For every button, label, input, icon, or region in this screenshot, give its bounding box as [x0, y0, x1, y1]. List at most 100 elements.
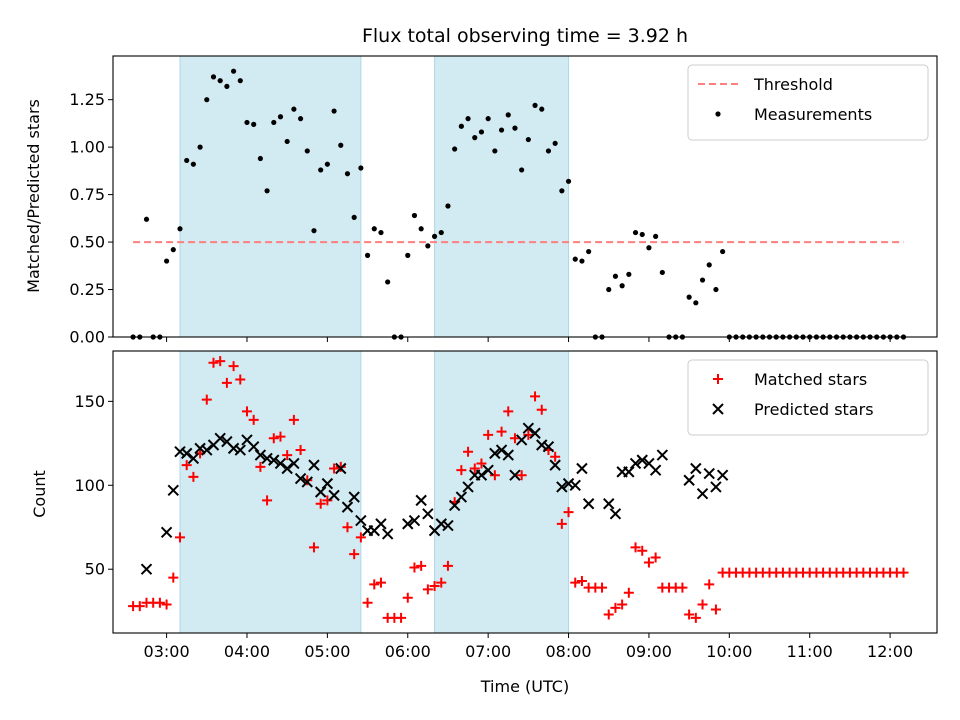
measurement-point: [639, 231, 645, 238]
top-shaded-interval: [434, 55, 570, 338]
measurement-point: [505, 112, 511, 118]
measurement-point: [552, 140, 558, 146]
predicted-star-point: [569, 479, 581, 491]
x-tick-label: 08:00: [545, 642, 591, 661]
measurement-point: [318, 167, 324, 173]
measurement-point: [184, 157, 190, 164]
bottom-series-predicted-stars: [140, 422, 729, 575]
x-tick-label: 06:00: [385, 642, 431, 661]
predicted-star-point: [629, 457, 642, 470]
matched-star-point: [174, 532, 185, 543]
measurement-point: [693, 300, 699, 306]
matched-star-point: [268, 433, 279, 444]
measurement-point: [237, 78, 243, 84]
predicted-star-point: [422, 508, 434, 520]
predicted-star-point: [268, 454, 280, 466]
measurement-point: [284, 138, 290, 145]
predicted-star-point: [448, 499, 461, 512]
matched-star-point: [329, 463, 340, 474]
predicted-star-point: [140, 563, 153, 575]
top-y-tick-label: 1.25: [69, 90, 105, 109]
measurement-point: [478, 129, 485, 135]
matched-star-point: [308, 542, 319, 553]
measurement-point: [271, 119, 277, 126]
measurement-point: [251, 121, 257, 127]
top-shaded-interval: [179, 55, 362, 338]
predicted-star-point: [710, 481, 722, 493]
predicted-star-point: [335, 462, 347, 475]
predicted-star-point: [160, 526, 173, 538]
matched-star-point: [597, 582, 608, 593]
matched-star-point: [295, 445, 306, 456]
bottom-panel: 50 100 150 03:00 04:00 05:00 06:00 07:00 08:00 09…: [74, 350, 938, 661]
matched-star-point: [362, 597, 373, 608]
matched-star-point: [623, 587, 634, 598]
measurement-point: [465, 116, 471, 122]
matched-star-point: [576, 575, 587, 586]
measurement-point: [257, 155, 263, 162]
measurement-point: [579, 258, 585, 264]
predicted-star-point: [288, 457, 300, 470]
legend-box: [687, 64, 929, 141]
measurement-point: [331, 108, 337, 114]
matched-star-point: [496, 426, 507, 437]
measurement-point: [492, 148, 498, 154]
matched-star-point: [181, 460, 192, 471]
matched-star-point: [355, 532, 366, 543]
predicted-star-point: [194, 442, 206, 455]
predicted-star-point: [489, 447, 501, 460]
measurement-point: [472, 135, 478, 141]
legend-matched-swatch: [713, 374, 723, 384]
measurement-point: [244, 119, 250, 126]
top-panel: 0.00 0.25 0.50 0.75 1.00 1.25 Threshold Measure…: [69, 55, 938, 347]
matched-star-point: [168, 572, 179, 583]
matched-star-point: [409, 562, 420, 573]
matched-star-point: [228, 361, 239, 372]
measurement-point: [324, 161, 330, 167]
predicted-star-point: [328, 489, 340, 502]
matched-star-point: [255, 461, 266, 472]
legend-measurement-swatch: [715, 111, 721, 117]
legend-label: Threshold: [753, 75, 833, 94]
measurement-point: [264, 188, 270, 194]
predicted-star-point: [348, 491, 360, 503]
matched-star-point: [342, 522, 353, 533]
predicted-star-point: [294, 472, 307, 485]
predicted-star-point: [703, 467, 715, 480]
matched-star-point: [215, 356, 226, 367]
measurement-point: [612, 273, 619, 279]
predicted-star-point: [254, 449, 267, 461]
bottom-axes-frame: [112, 350, 938, 634]
measurement-point: [646, 245, 652, 251]
measurement-point: [411, 212, 418, 219]
matched-star-point: [650, 552, 661, 563]
predicted-star-point: [201, 444, 213, 456]
x-tick-label: 03:00: [144, 642, 190, 661]
matched-star-point: [349, 549, 360, 560]
measurement-point: [699, 277, 706, 283]
matched-star-point: [248, 414, 259, 425]
predicted-star-point: [355, 514, 367, 527]
measurement-point: [525, 136, 531, 143]
predicted-star-point: [314, 486, 327, 498]
predicted-star-point: [549, 459, 561, 471]
measurement-point: [720, 248, 726, 255]
measurement-point: [378, 229, 384, 236]
measurement-point: [351, 214, 357, 220]
measurement-point: [385, 279, 391, 285]
measurement-point: [405, 252, 411, 258]
measurement-point: [512, 125, 518, 131]
bottom-y-tick-label: 50: [85, 560, 105, 579]
predicted-star-point: [509, 469, 521, 481]
matched-star-point: [134, 601, 145, 612]
measurement-point: [559, 188, 565, 194]
predicted-star-point: [522, 422, 535, 434]
legend-predicted-swatch: [712, 403, 724, 415]
predicted-star-point: [482, 464, 494, 476]
matched-star-point: [630, 542, 641, 553]
bottom-shaded-interval: [434, 350, 570, 634]
measurement-point: [210, 74, 217, 80]
predicted-star-point: [381, 528, 394, 540]
measurement-point: [445, 203, 451, 209]
